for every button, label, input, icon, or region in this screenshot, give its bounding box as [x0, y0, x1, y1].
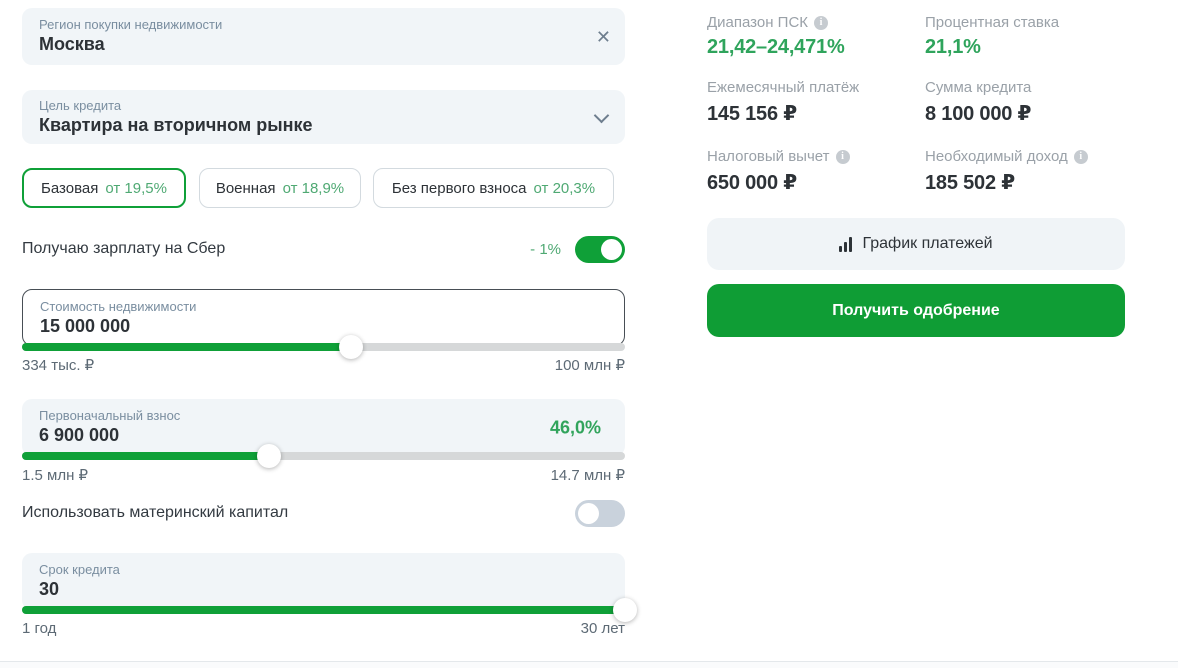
range-max: 30 лет	[580, 620, 625, 637]
slider-fill	[22, 343, 351, 351]
loan-term-input[interactable]: 30	[39, 579, 60, 599]
summary-value: 145 156 ₽	[707, 103, 797, 125]
loan-summary: Диапазон ПСК i 21,42–24,471% Процентная …	[707, 0, 1125, 400]
maternity-toggle-row: Использовать материнский капитал	[22, 500, 625, 528]
calculator-form: Регион покупки недвижимости Москва ✕ Цел…	[22, 0, 637, 668]
summary-tax-deduction: Налоговый вычет i 650 000 ₽	[707, 148, 925, 195]
property-value-range: 334 тыс. ₽ 100 млн ₽	[22, 356, 625, 374]
summary-label: Необходимый доход	[925, 148, 1068, 165]
summary-label: Диапазон ПСК	[707, 14, 809, 31]
range-min: 334 тыс. ₽	[22, 357, 95, 374]
slider-fill	[22, 452, 270, 460]
loan-term-slider-thumb[interactable]	[613, 598, 637, 622]
summary-value: 650 000 ₽	[707, 172, 797, 194]
get-approval-button[interactable]: Получить одобрение	[707, 284, 1125, 337]
region-value: Москва	[39, 34, 105, 54]
maternity-capital-toggle[interactable]	[575, 500, 625, 527]
summary-value: 185 502 ₽	[925, 172, 1015, 194]
down-payment-label: Первоначальный взнос	[39, 408, 181, 423]
payment-schedule-button[interactable]: График платежей	[707, 218, 1125, 270]
chevron-down-icon	[593, 107, 610, 124]
tab-rate: от 20,3%	[533, 179, 596, 197]
info-icon[interactable]: i	[814, 15, 829, 30]
property-value-field[interactable]: Стоимость недвижимости 15 000 000	[22, 289, 625, 359]
summary-value: 8 100 000 ₽	[925, 103, 1032, 125]
region-field[interactable]: Регион покупки недвижимости Москва ✕	[22, 8, 625, 65]
tab-program-military[interactable]: Военная от 18,9%	[199, 168, 361, 208]
salary-toggle[interactable]	[575, 236, 625, 263]
down-payment-slider[interactable]	[22, 444, 625, 468]
summary-value: 21,42–24,471%	[707, 36, 845, 58]
salary-toggle-label: Получаю зарплату на Сбер	[22, 240, 226, 257]
salary-toggle-row: Получаю зарплату на Сбер - 1%	[22, 236, 625, 264]
summary-psk-range: Диапазон ПСК i 21,42–24,471%	[707, 14, 925, 59]
bottom-divider	[0, 661, 1178, 668]
property-value-slider[interactable]	[22, 335, 625, 359]
summary-interest-rate: Процентная ставка 21,1%	[925, 14, 1143, 59]
summary-value: 21,1%	[925, 36, 981, 58]
summary-loan-amount: Сумма кредита 8 100 000 ₽	[925, 79, 1143, 126]
tab-program-basic[interactable]: Базовая от 19,5%	[22, 168, 186, 208]
slider-fill	[22, 606, 625, 614]
loan-purpose-select[interactable]: Цель кредита Квартира на вторичном рынке	[22, 90, 625, 144]
loan-term-label: Срок кредита	[39, 562, 120, 577]
property-value-label: Стоимость недвижимости	[40, 299, 197, 314]
tab-label: Базовая	[41, 179, 99, 197]
down-payment-range: 1.5 млн ₽ 14.7 млн ₽	[22, 466, 625, 484]
bar-chart-icon	[839, 236, 853, 252]
down-payment-share: 46,0%	[549, 417, 601, 437]
region-label: Регион покупки недвижимости	[39, 17, 223, 32]
maternity-toggle-label: Использовать материнский капитал	[22, 504, 289, 521]
approve-button-label: Получить одобрение	[832, 301, 1000, 319]
summary-required-income: Необходимый доход i 185 502 ₽	[925, 148, 1143, 195]
clear-region-icon[interactable]: ✕	[595, 26, 611, 47]
loan-term-slider[interactable]	[22, 598, 637, 622]
loan-purpose-label: Цель кредита	[39, 98, 122, 113]
info-icon[interactable]: i	[1073, 149, 1088, 164]
schedule-button-label: График платежей	[862, 235, 993, 252]
loan-term-field[interactable]: Срок кредита 30	[22, 553, 637, 622]
loan-term-range: 1 год 30 лет	[22, 620, 625, 637]
summary-label: Сумма кредита	[925, 79, 1032, 96]
summary-label: Налоговый вычет	[707, 148, 830, 165]
toggle-knob	[601, 239, 622, 260]
info-icon[interactable]: i	[835, 149, 850, 164]
loan-purpose-value: Квартира на вторичном рынке	[39, 115, 313, 135]
summary-label: Процентная ставка	[925, 14, 1060, 31]
down-payment-input[interactable]: 6 900 000	[39, 425, 120, 445]
range-max: 100 млн ₽	[554, 357, 625, 374]
salary-discount: - 1%	[530, 241, 561, 258]
range-min: 1 год	[22, 620, 57, 637]
tab-label: Без первого взноса	[391, 179, 527, 197]
summary-monthly-payment: Ежемесячный платёж 145 156 ₽	[707, 79, 925, 126]
property-value-slider-thumb[interactable]	[338, 335, 363, 359]
down-payment-slider-thumb[interactable]	[257, 444, 282, 468]
property-value-input[interactable]: 15 000 000	[40, 316, 131, 336]
tab-rate: от 19,5%	[105, 179, 167, 197]
toggle-knob	[578, 503, 599, 524]
tab-label: Военная	[215, 179, 276, 197]
summary-label: Ежемесячный платёж	[707, 79, 860, 96]
range-min: 1.5 млн ₽	[22, 467, 89, 484]
range-max: 14.7 млн ₽	[550, 467, 625, 484]
tab-rate: от 18,9%	[282, 179, 345, 197]
tab-program-no-downpayment[interactable]: Без первого взноса от 20,3%	[373, 168, 614, 208]
down-payment-field[interactable]: Первоначальный взнос 6 900 000 46,0%	[22, 399, 625, 468]
program-tabs: Базовая от 19,5% Военная от 18,9% Без пе…	[22, 168, 625, 208]
